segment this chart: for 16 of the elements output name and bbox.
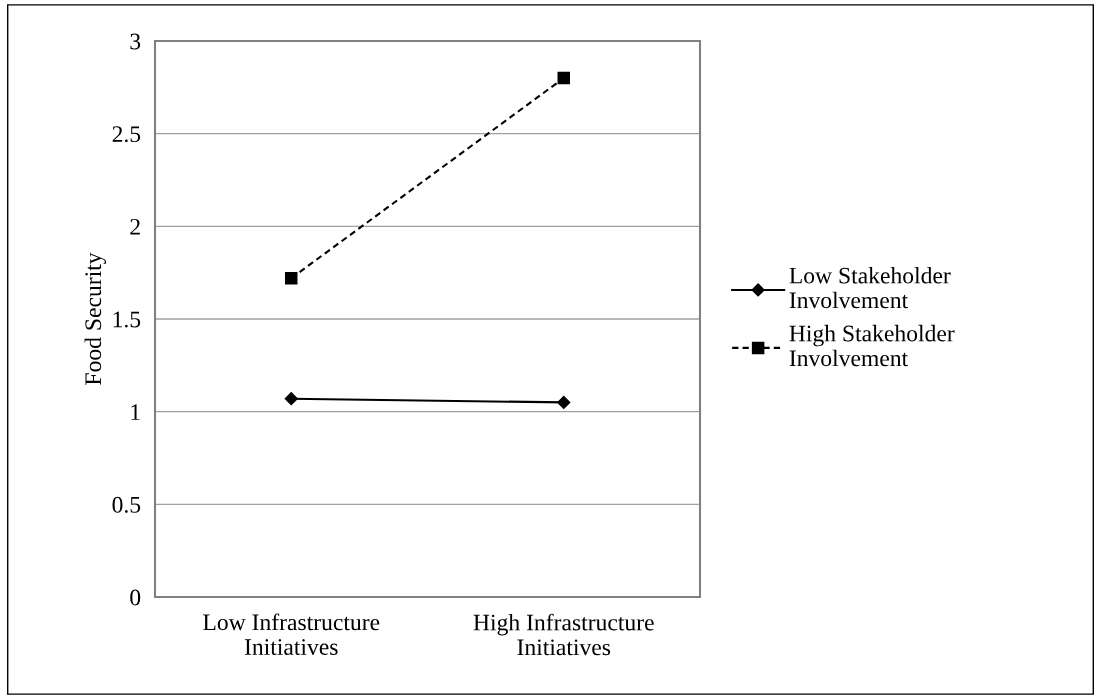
y-tick-label: 0.5 xyxy=(112,496,141,513)
legend-label: High Stakeholder Involvement xyxy=(789,324,955,367)
point xyxy=(284,392,298,406)
x-tick-label: Low Infrastructure Initiatives xyxy=(203,613,380,655)
x-tick-label: High Infrastructure Initiatives xyxy=(473,613,654,656)
point xyxy=(557,71,571,85)
y-tick-label: 2 xyxy=(130,218,140,235)
y-tick-label: 0 xyxy=(130,589,141,606)
point xyxy=(557,395,571,409)
y-tick-label: 1.5 xyxy=(113,311,141,328)
y-tick-label: 3 xyxy=(130,33,141,50)
legend-label: Low Stakeholder Involvement xyxy=(789,266,951,309)
y-axis-title: Food Security xyxy=(84,252,107,385)
y-tick-label: 1 xyxy=(131,404,140,420)
point xyxy=(284,271,298,285)
y-tick-label: 2.5 xyxy=(112,126,141,143)
